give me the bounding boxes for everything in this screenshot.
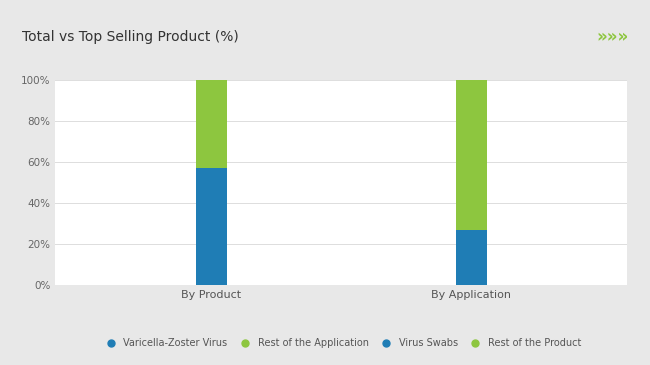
Text: »»»: »»» bbox=[596, 28, 629, 46]
Bar bbox=[196, 168, 227, 285]
Legend: Varicella-Zoster Virus, Rest of the Application, Virus Swabs, Rest of the Produc: Varicella-Zoster Virus, Rest of the Appl… bbox=[97, 335, 586, 352]
Bar bbox=[196, 80, 227, 168]
Text: Total vs Top Selling Product (%): Total vs Top Selling Product (%) bbox=[21, 30, 239, 44]
Bar bbox=[456, 80, 487, 230]
Bar bbox=[456, 230, 487, 285]
